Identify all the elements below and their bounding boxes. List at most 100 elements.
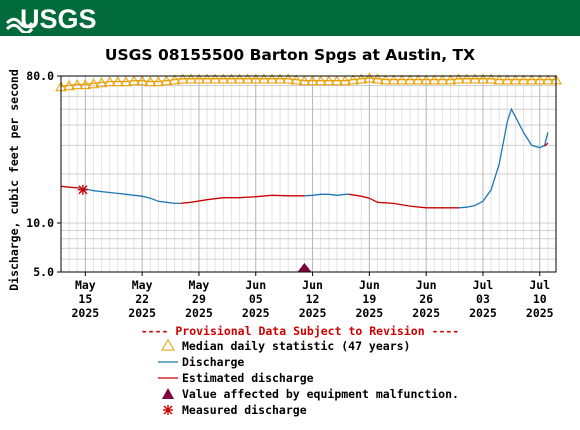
discharge-line [458, 107, 549, 209]
y-tick-label: 80.0 [26, 69, 54, 83]
plot-frame [60, 75, 557, 273]
x-tick-label: May [132, 278, 153, 292]
provisional-note: ---- Provisional Data Subject to Revisio… [141, 324, 460, 338]
median-point [128, 75, 140, 86]
median-point [63, 80, 75, 91]
x-tick-label: Jun [302, 278, 323, 292]
median-point [176, 73, 189, 84]
y-tick-label: 5.0 [33, 265, 54, 279]
x-tick-label: 2025 [412, 306, 440, 320]
x-tick-label: 2025 [469, 306, 497, 320]
median-point [217, 73, 230, 84]
logo-wave-icon [6, 23, 34, 33]
x-tick-label: Jun [359, 278, 380, 292]
legend-measured-stroke [163, 405, 173, 415]
median-point [395, 74, 408, 85]
legend-label: Median daily statistic (47 years) [182, 339, 410, 353]
chart-title: USGS 08155500 Barton Spgs at Austin, TX [105, 46, 475, 64]
measured-marker [77, 184, 88, 195]
median-point [193, 73, 205, 84]
legend-label: Measured discharge [182, 403, 307, 417]
median-point [87, 78, 100, 89]
legend-measured-symbol [163, 405, 173, 415]
median-point [95, 77, 108, 88]
x-tick-label: 2025 [242, 306, 270, 320]
chart-legend: Median daily statistic (47 years) Dischar… [158, 338, 459, 417]
median-point [371, 73, 384, 84]
legend-median-symbol [161, 338, 175, 351]
median-point [339, 75, 351, 86]
median-point [168, 74, 181, 85]
median-point [322, 75, 335, 86]
median-point [477, 73, 489, 84]
median-point [436, 74, 449, 85]
usgs-banner: USGS [0, 0, 580, 36]
x-tick-label: 29 [192, 292, 206, 306]
median-point [249, 73, 262, 84]
legend-label: Value affected by equipment malfunction. [182, 387, 459, 401]
median-point [355, 73, 368, 84]
median-point [525, 74, 538, 85]
estimated-line [180, 194, 305, 205]
median-point [542, 74, 554, 85]
median-point [485, 73, 497, 84]
x-tick-label: 2025 [356, 306, 384, 320]
median-point [379, 74, 392, 85]
discharge-line [78, 187, 181, 205]
x-tick-label: 10 [533, 292, 547, 306]
median-point [120, 76, 132, 87]
x-tick-label: Jun [416, 278, 437, 292]
discharge-line [304, 193, 350, 197]
median-point [144, 76, 157, 87]
x-tick-label: 2025 [526, 306, 554, 320]
legend-label: Estimated discharge [182, 371, 314, 385]
x-tick-label: Jul [473, 278, 494, 292]
y-axis: 80.0 10.0 5.0 [26, 69, 61, 279]
median-point [517, 74, 530, 85]
x-tick-label: 19 [362, 292, 376, 306]
median-point [233, 73, 246, 84]
x-tick-label: 03 [476, 292, 490, 306]
median-line [60, 77, 556, 88]
median-point [225, 73, 238, 84]
median-point [468, 73, 481, 84]
median-point [533, 74, 546, 85]
median-point [404, 74, 416, 85]
median-point [501, 74, 514, 85]
median-point [111, 76, 124, 87]
median-point [460, 73, 473, 84]
median-point [209, 73, 222, 84]
x-tick-label: 2025 [185, 306, 213, 320]
median-point [257, 73, 270, 84]
median-point [347, 74, 360, 85]
median-point [160, 75, 173, 86]
median-point [306, 75, 319, 86]
median-point [509, 74, 522, 85]
median-point [428, 74, 441, 85]
median-point [363, 72, 376, 83]
x-tick-label: 22 [135, 292, 149, 306]
median-point [136, 75, 149, 86]
median-point [314, 75, 327, 86]
median-point [274, 73, 286, 84]
plot-series [55, 72, 562, 272]
malfunction-marker [297, 263, 312, 272]
median-point [331, 75, 343, 86]
legend-label: Discharge [182, 355, 244, 369]
median-point [241, 73, 254, 84]
x-axis: May152025May222025May292025Jun052025Jun1… [71, 272, 554, 320]
plot-grid [60, 76, 557, 272]
x-tick-label: 12 [306, 292, 320, 306]
median-point [290, 74, 303, 85]
x-tick-label: 26 [419, 292, 433, 306]
x-tick-label: 05 [249, 292, 263, 306]
y-axis-title-group: Discharge, cubic feet per second [7, 69, 21, 291]
median-point [298, 75, 311, 86]
median-point [152, 76, 165, 87]
median-point [420, 74, 433, 85]
median-point [79, 79, 92, 90]
x-tick-label: 2025 [128, 306, 156, 320]
x-tick-label: May [75, 278, 96, 292]
usgs-logo[interactable]: USGS [6, 3, 98, 33]
